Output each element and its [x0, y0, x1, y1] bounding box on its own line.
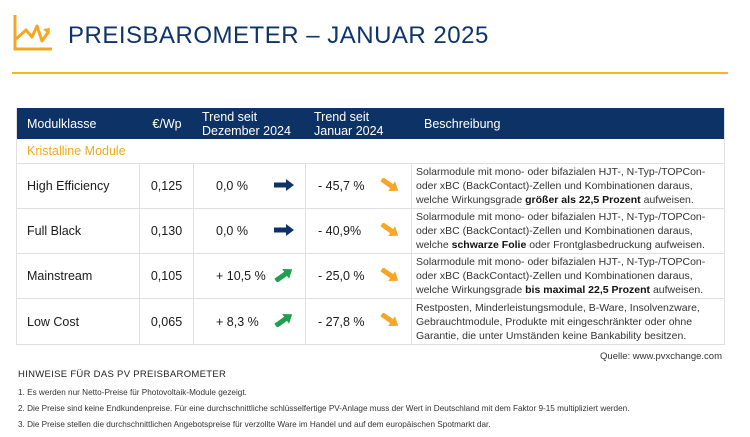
trend-jan-cell: - 27,8 %: [306, 299, 412, 344]
section-kristalline-module: Kristalline Module: [17, 139, 724, 164]
trend-dec-value: 0,0 %: [216, 179, 248, 193]
trend-dec-cell: + 8,3 %: [194, 299, 306, 344]
description: Solarmodule mit mono- oder bifazialen HJ…: [416, 166, 706, 206]
note-item: 1. Es werden nur Netto-Preise für Photov…: [18, 388, 247, 397]
module-class: Low Cost: [17, 299, 140, 344]
col-header-trend-dec: Trend seit Dezember 2024: [202, 109, 291, 138]
module-class: Full Black: [17, 209, 140, 253]
trend-dec-value: 0,0 %: [216, 224, 248, 238]
trend-dec-cell: 0,0 %: [194, 164, 306, 208]
arrow-down-right-icon: [379, 267, 401, 285]
arrow-up-right-icon: [273, 268, 295, 285]
trend-jan-cell: - 40,9%: [306, 209, 412, 253]
page-title: PREISBAROMETER – JANUAR 2025: [68, 22, 489, 49]
arrow-down-right-icon: [379, 222, 401, 240]
trend-dec-value: + 8,3 %: [216, 314, 259, 329]
rising-chart-icon: [13, 15, 52, 51]
arrow-right-icon: [273, 178, 295, 195]
price-value: 0,065: [140, 299, 194, 344]
trend-dec-cell: + 10,5 %: [194, 254, 306, 298]
price-value: 0,130: [140, 209, 194, 253]
price-value: 0,125: [140, 164, 194, 208]
trend-jan-value: - 45,7 %: [318, 179, 365, 193]
table-row: High Efficiency 0,125 0,0 % - 45,7 % Sol…: [17, 164, 724, 209]
arrow-down-right-icon: [379, 313, 401, 330]
arrow-down-right-icon: [379, 177, 401, 195]
title-divider: [12, 72, 728, 74]
arrow-up-right-icon: [273, 313, 295, 330]
col-header-price: €/Wp: [152, 116, 182, 131]
trend-jan-value: - 27,8 %: [318, 314, 365, 329]
trend-jan-cell: - 25,0 %: [306, 254, 412, 298]
module-class: Mainstream: [17, 254, 140, 298]
trend-jan-value: - 40,9%: [318, 224, 362, 238]
table-row: Mainstream 0,105 + 10,5 % - 25,0 % Solar…: [17, 254, 724, 299]
col-header-description: Beschreibung: [424, 116, 501, 131]
arrow-right-icon: [273, 223, 295, 240]
table-header: Modulklasse €/Wp Trend seit Dezember 2024…: [17, 108, 724, 139]
notes-title: HINWEISE FÜR DAS PV PREISBAROMETER: [18, 369, 227, 380]
trend-dec-cell: 0,0 %: [194, 209, 306, 253]
trend-dec-value: + 10,5 %: [216, 269, 266, 283]
description: Solarmodule mit mono- oder bifazialen HJ…: [416, 211, 706, 251]
description: Restposten, Minderleistungsmodule, B-War…: [416, 301, 700, 342]
source-note: Quelle: www.pvxchange.com: [600, 351, 722, 362]
note-item: 3. Die Preise stellen die durchschnittli…: [18, 420, 491, 429]
table-row: Full Black 0,130 0,0 % - 40,9% Solarmodu…: [17, 209, 724, 254]
col-header-modulklasse: Modulklasse: [27, 116, 97, 131]
description: Solarmodule mit mono- oder bifazialen HJ…: [416, 256, 706, 296]
table-row: Low Cost 0,065 + 8,3 % - 27,8 % Restpost…: [17, 299, 724, 344]
col-header-trend-jan: Trend seit Januar 2024: [314, 109, 384, 138]
price-value: 0,105: [140, 254, 194, 298]
note-item: 2. Die Preise sind keine Endkundenpreise…: [18, 404, 630, 413]
trend-jan-value: - 25,0 %: [318, 269, 365, 283]
price-table: Modulklasse €/Wp Trend seit Dezember 2024…: [16, 108, 725, 345]
module-class: High Efficiency: [17, 164, 140, 208]
trend-jan-cell: - 45,7 %: [306, 164, 412, 208]
